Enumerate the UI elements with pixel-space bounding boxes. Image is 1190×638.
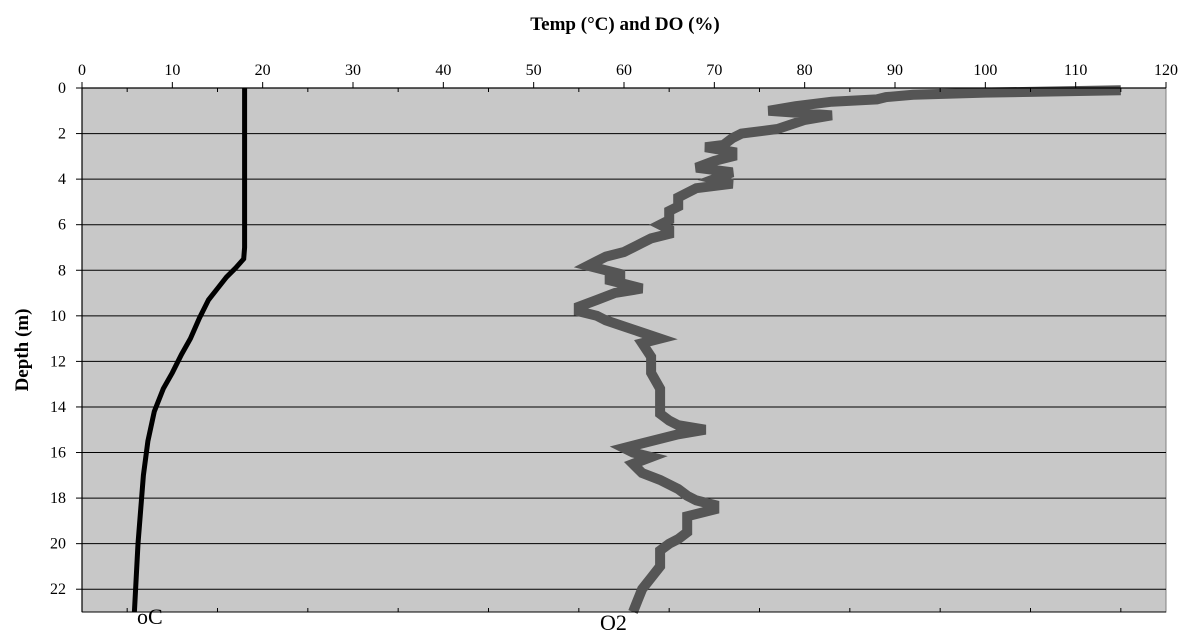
y-tick-label: 4 bbox=[58, 171, 66, 188]
x-tick-label: 50 bbox=[526, 62, 542, 79]
y-tick-label: 8 bbox=[58, 262, 66, 279]
temperature-series-label: oC bbox=[137, 604, 163, 629]
y-tick-label: 20 bbox=[50, 536, 66, 553]
oxygen-line bbox=[573, 85, 1121, 614]
y-tick-label: 10 bbox=[50, 308, 66, 325]
y-tick-label: 22 bbox=[50, 581, 66, 598]
x-tick-label: 30 bbox=[345, 62, 361, 79]
plot-area bbox=[81, 87, 1167, 613]
y-tick-label: 2 bbox=[58, 126, 66, 143]
x-tick-label: 90 bbox=[887, 62, 903, 79]
y-tick-label: 14 bbox=[50, 399, 66, 416]
y-axis-title: Depth (m) bbox=[12, 309, 33, 392]
x-tick-label: 70 bbox=[706, 62, 722, 79]
x-tick-label: 60 bbox=[616, 62, 632, 79]
x-tick-label: 0 bbox=[78, 62, 86, 79]
x-tick-label: 120 bbox=[1154, 62, 1178, 79]
x-tick-label: 20 bbox=[255, 62, 271, 79]
x-tick-label: 100 bbox=[973, 62, 997, 79]
y-tick-label: 16 bbox=[50, 445, 66, 462]
y-tick-label: 0 bbox=[58, 80, 66, 97]
x-axis-title: Temp (°C) and DO (%) bbox=[530, 14, 720, 35]
oxygen-series-label: O2 bbox=[600, 610, 627, 635]
x-tick-label: 40 bbox=[435, 62, 451, 79]
x-tick-label: 80 bbox=[797, 62, 813, 79]
x-tick-label: 10 bbox=[164, 62, 180, 79]
x-tick-label: 110 bbox=[1064, 62, 1087, 79]
temperature-line bbox=[131, 88, 248, 613]
y-tick-label: 6 bbox=[58, 217, 66, 234]
y-tick-label: 18 bbox=[50, 490, 66, 507]
y-tick-label: 12 bbox=[50, 353, 66, 370]
